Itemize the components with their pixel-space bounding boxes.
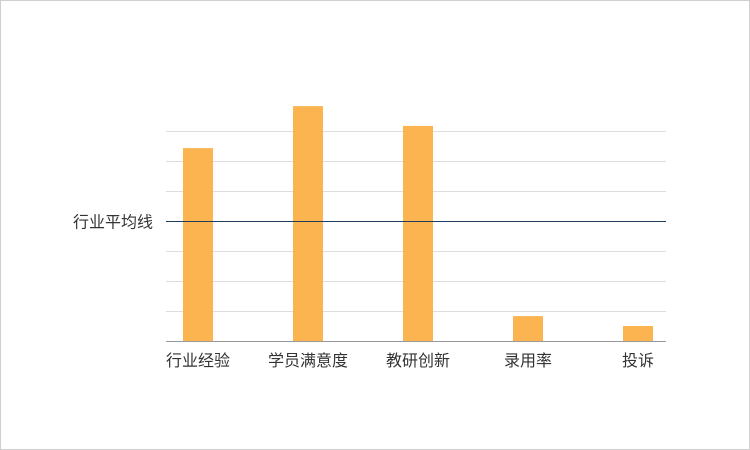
bar-2: [293, 106, 323, 341]
x-tick-label: 行业经验: [166, 351, 230, 370]
industry-average-label: 行业平均线: [73, 213, 153, 232]
x-tick-label: 投诉: [622, 351, 654, 370]
x-tick-label: 学员满意度: [268, 351, 348, 370]
bar-4: [513, 316, 543, 341]
bars: [183, 106, 653, 342]
bar-5: [623, 326, 653, 341]
bar-1: [183, 148, 213, 341]
x-tick-labels: 行业经验 学员满意度 教研创新 录用率 投诉: [166, 351, 654, 370]
bar-3: [403, 125, 433, 342]
x-tick-label: 教研创新: [386, 351, 450, 370]
x-tick-label: 录用率: [504, 351, 552, 370]
